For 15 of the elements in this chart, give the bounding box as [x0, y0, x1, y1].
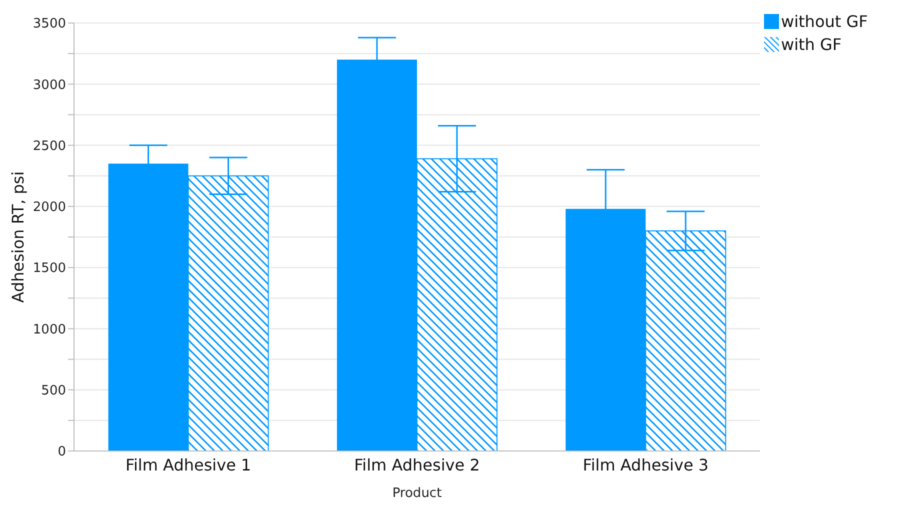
legend-label: without GF: [781, 12, 868, 31]
x-tick-label: Film Adhesive 3: [582, 455, 709, 474]
y-tick-label: 3500: [32, 16, 66, 32]
x-tick-label: Film Adhesive 1: [125, 455, 252, 474]
y-tick-label: 0: [58, 444, 66, 460]
y-tick-label: 1500: [32, 261, 66, 276]
y-tick-label: 3000: [32, 78, 66, 93]
y-tick-label: 500: [41, 383, 66, 398]
y-tick-label: 1000: [32, 322, 66, 338]
x-axis-title: Product: [392, 486, 442, 501]
y-axis-title: Adhesion RT, psi: [8, 171, 28, 303]
x-tick-label: Film Adhesive 2: [354, 455, 480, 474]
y-tick-label: 2000: [32, 200, 66, 216]
text: with GF: [781, 35, 842, 54]
y-tick-label: 2500: [32, 138, 66, 154]
